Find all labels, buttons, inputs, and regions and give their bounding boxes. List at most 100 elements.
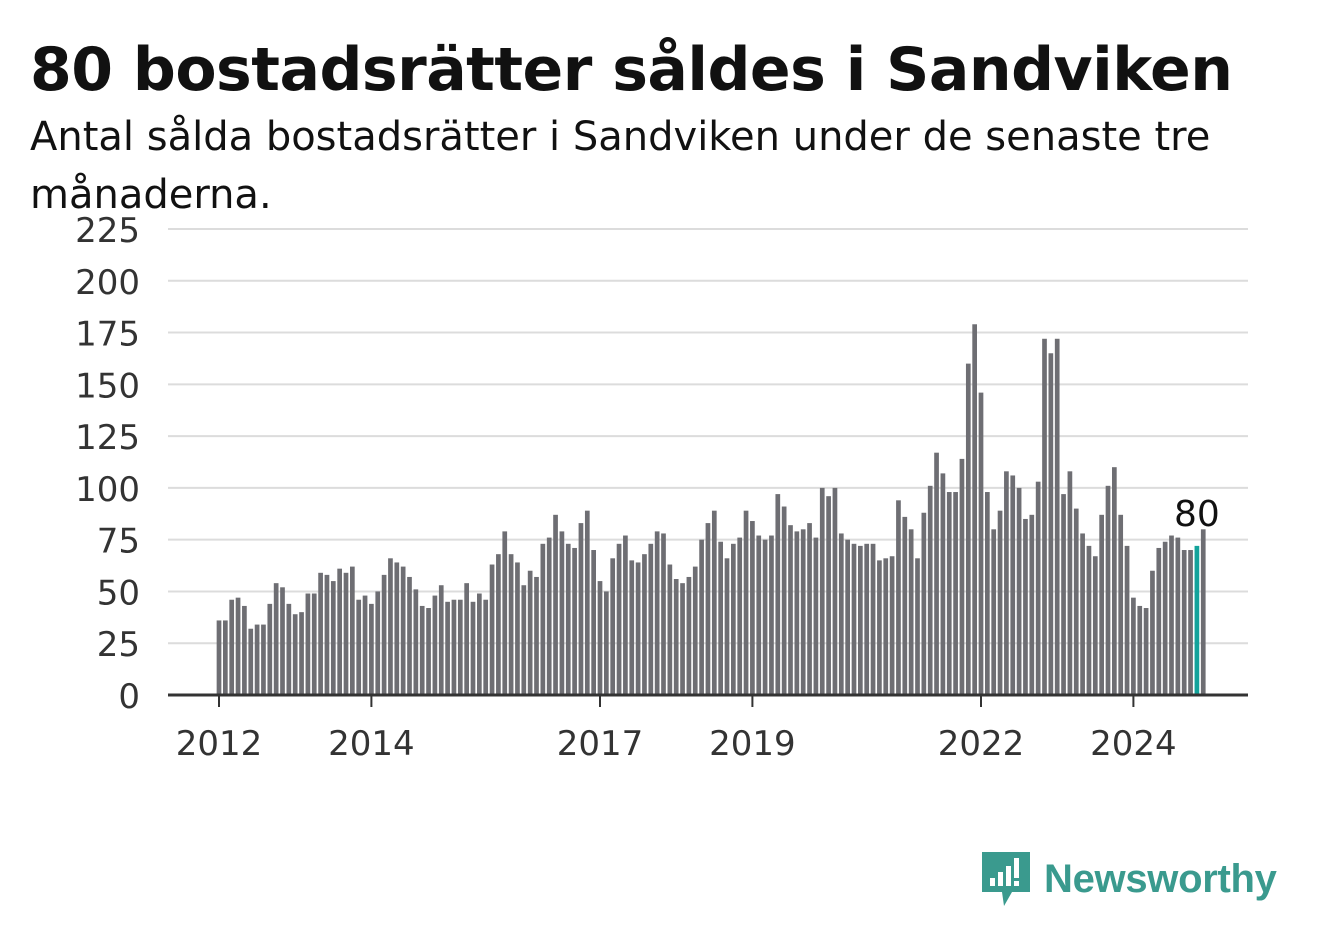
bar bbox=[667, 564, 673, 695]
bar bbox=[369, 603, 374, 695]
bar bbox=[318, 572, 323, 695]
bar bbox=[502, 531, 508, 695]
bar bbox=[788, 525, 793, 695]
bar bbox=[1118, 514, 1124, 695]
y-axis-ticks: 0 25 50 75 100 125 150 175 200 225 bbox=[75, 211, 140, 717]
x-tick-label: 2024 bbox=[1090, 724, 1177, 764]
bar bbox=[972, 324, 977, 695]
bar bbox=[292, 614, 298, 695]
bar bbox=[534, 576, 539, 695]
bar bbox=[261, 624, 266, 695]
bar bbox=[216, 620, 222, 695]
bar bbox=[299, 612, 304, 695]
bar bbox=[553, 514, 558, 695]
bar bbox=[1092, 556, 1098, 695]
bar bbox=[927, 485, 933, 695]
y-tick-label: 175 bbox=[75, 315, 140, 355]
bar bbox=[648, 543, 654, 695]
bar bbox=[1067, 471, 1073, 695]
bar bbox=[324, 574, 330, 695]
data-labels: 80 bbox=[1174, 494, 1220, 535]
bar bbox=[356, 599, 362, 695]
bar bbox=[477, 593, 482, 695]
bar bbox=[750, 521, 755, 695]
bar bbox=[934, 452, 939, 695]
bar bbox=[235, 597, 241, 695]
bar bbox=[1010, 475, 1016, 695]
bar bbox=[362, 595, 368, 695]
bar bbox=[223, 620, 228, 695]
bar bbox=[819, 487, 825, 695]
bar bbox=[800, 529, 806, 695]
bar bbox=[483, 599, 489, 695]
bar bbox=[559, 531, 565, 695]
bar bbox=[451, 599, 457, 695]
newsworthy-logo-icon bbox=[982, 852, 1030, 906]
bar bbox=[724, 558, 730, 695]
bar bbox=[826, 496, 831, 695]
bar bbox=[1200, 529, 1206, 695]
bar bbox=[546, 537, 552, 695]
bar bbox=[419, 605, 425, 695]
bar bbox=[845, 539, 850, 695]
x-axis-ticks: 2012 2014 2017 2019 2022 2024 bbox=[176, 695, 1177, 764]
bar bbox=[1175, 537, 1181, 695]
bar bbox=[432, 595, 438, 695]
bar bbox=[616, 543, 622, 695]
bar bbox=[908, 529, 914, 695]
bar bbox=[413, 589, 419, 695]
bar bbox=[521, 585, 527, 695]
bar bbox=[1004, 471, 1009, 695]
bar bbox=[381, 574, 387, 695]
bar bbox=[515, 562, 520, 695]
y-tick-label: 225 bbox=[75, 211, 140, 251]
chart-subtitle: Antal sålda bostadsrätter i Sandviken un… bbox=[30, 114, 1211, 218]
y-tick-label: 150 bbox=[75, 366, 140, 406]
bar bbox=[248, 628, 254, 695]
bar bbox=[654, 531, 660, 695]
y-tick-label: 200 bbox=[75, 263, 140, 303]
bar bbox=[470, 601, 476, 695]
brand-name: Newsworthy bbox=[1044, 856, 1277, 901]
bar bbox=[273, 583, 279, 695]
bar bbox=[864, 543, 870, 695]
bar bbox=[394, 562, 400, 695]
bar bbox=[464, 583, 469, 695]
bar bbox=[629, 560, 635, 695]
bar bbox=[584, 510, 590, 695]
bar bbox=[997, 510, 1003, 695]
bar bbox=[578, 523, 584, 695]
y-tick-label: 100 bbox=[75, 470, 140, 510]
bar bbox=[1029, 514, 1035, 695]
bar bbox=[1188, 550, 1193, 695]
bar bbox=[527, 570, 533, 695]
bar bbox=[794, 531, 800, 695]
bar bbox=[832, 487, 838, 695]
bar bbox=[407, 576, 412, 695]
bar bbox=[229, 599, 235, 695]
bar bbox=[1048, 353, 1054, 695]
bar bbox=[921, 512, 927, 695]
bar bbox=[959, 458, 965, 695]
bar bbox=[686, 576, 692, 695]
bar bbox=[591, 550, 596, 695]
bars bbox=[216, 324, 1206, 695]
y-tick-label: 25 bbox=[97, 625, 140, 665]
bar bbox=[635, 562, 641, 695]
bar bbox=[1061, 494, 1066, 695]
bar bbox=[267, 603, 273, 695]
bar bbox=[692, 566, 698, 695]
bar bbox=[743, 510, 749, 695]
bar bbox=[1035, 481, 1041, 695]
bar bbox=[426, 608, 431, 695]
x-tick-label: 2017 bbox=[557, 724, 644, 764]
bar bbox=[1054, 338, 1060, 695]
newsworthy-logo: Newsworthy bbox=[980, 848, 1277, 910]
bar bbox=[489, 564, 495, 695]
y-tick-label: 50 bbox=[97, 573, 140, 613]
bar bbox=[1124, 545, 1130, 695]
bar bbox=[1112, 467, 1117, 695]
bar bbox=[1042, 338, 1047, 695]
bar-highlight bbox=[1194, 545, 1200, 695]
